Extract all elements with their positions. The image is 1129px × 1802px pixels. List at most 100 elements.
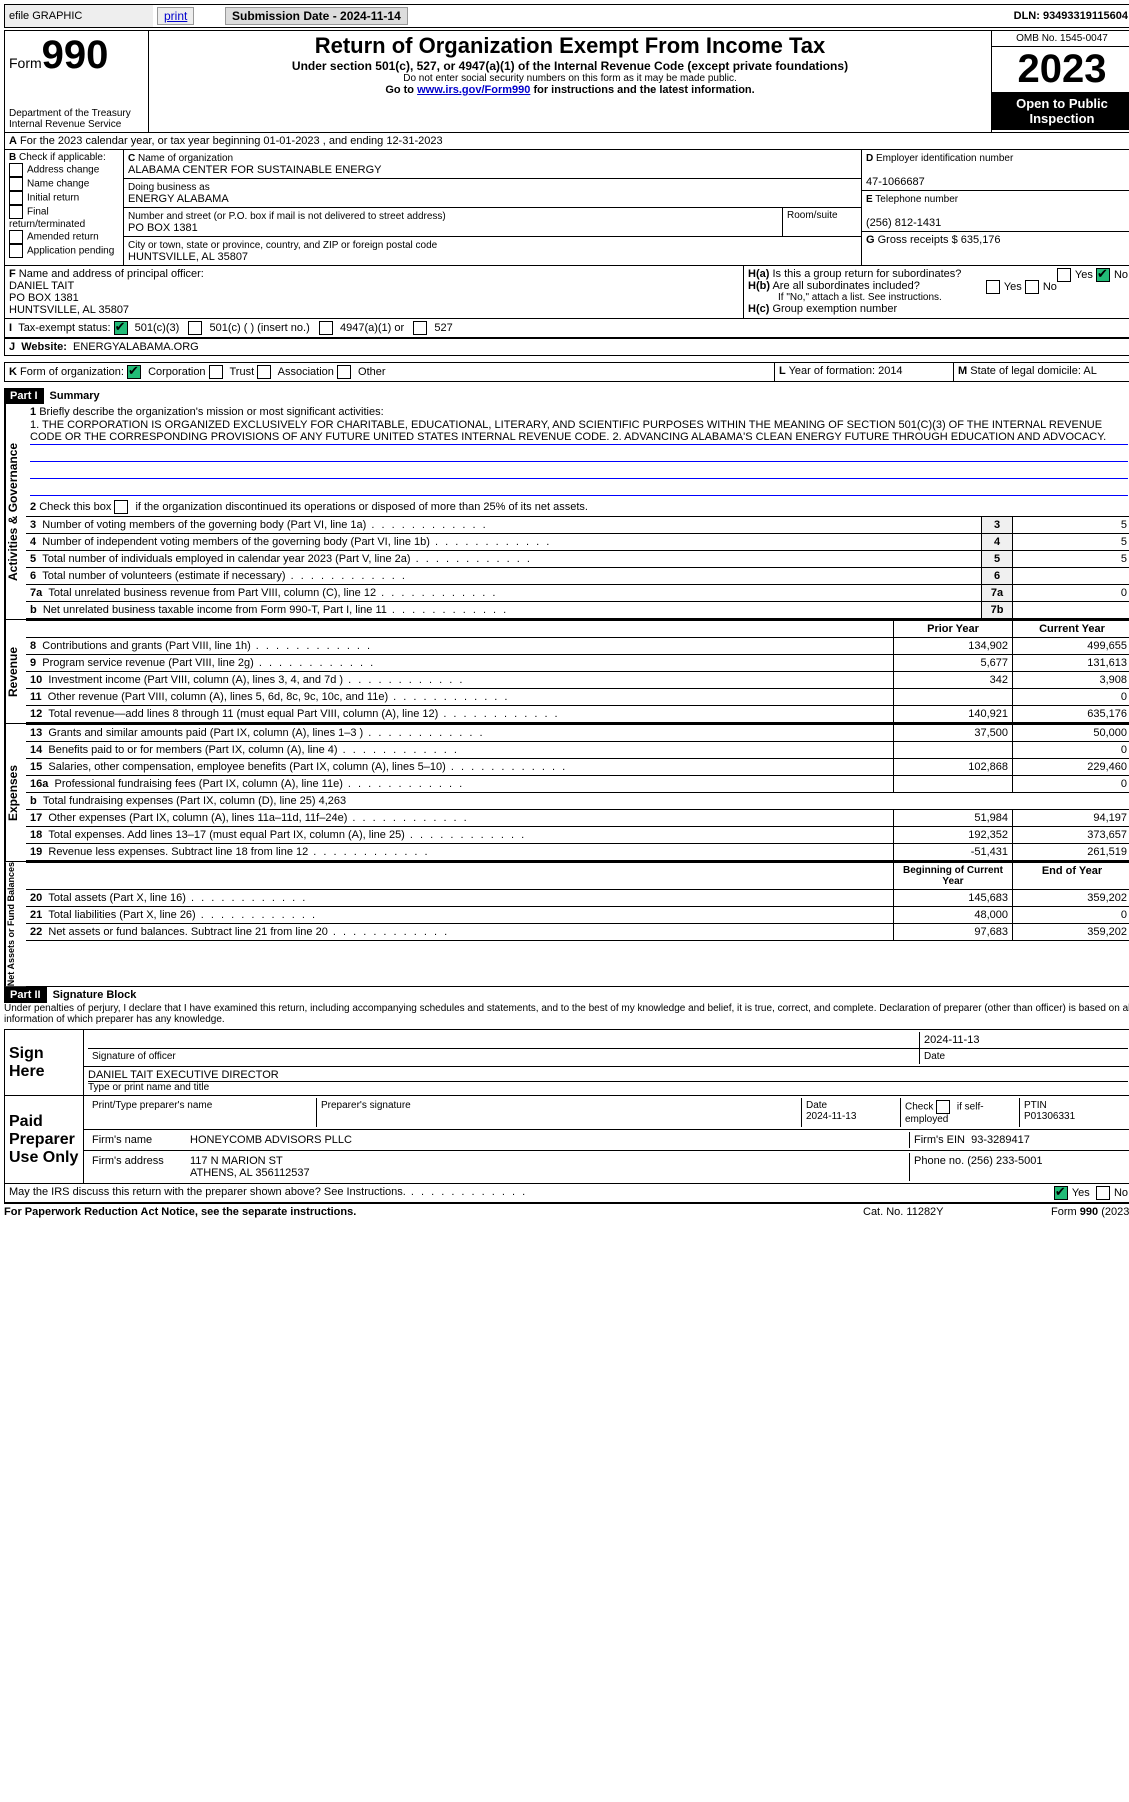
ha-no[interactable] [1096,268,1110,282]
hb-yes[interactable] [986,280,1000,294]
page-footer: For Paperwork Reduction Act Notice, see … [4,1203,1129,1218]
chk-527[interactable] [413,321,427,335]
open-public: Open to Public Inspection [992,92,1129,130]
discuss-text: May the IRS discuss this return with the… [9,1186,406,1198]
gross-value: 635,176 [961,234,1001,246]
chk-discontinued[interactable] [114,500,128,514]
gross-label: Gross receipts $ [878,234,958,246]
form-number: 990 [42,33,109,77]
firm-name-label: Firm's name [88,1132,186,1148]
chk-address-change[interactable] [9,163,23,177]
omb-number: OMB No. 1545-0047 [992,31,1129,47]
goto-suffix: for instructions and the latest informat… [530,84,754,96]
discuss-yes[interactable] [1054,1186,1068,1200]
side-expenses: Expenses [5,724,26,861]
chk-other[interactable] [337,365,351,379]
period-text: For the 2023 calendar year, or tax year … [20,135,443,147]
room-label: Room/suite [782,208,861,236]
org-name: ALABAMA CENTER FOR SUSTAINABLE ENERGY [128,164,381,176]
chk-501c3[interactable] [114,321,128,335]
sig-date-label: Date [919,1049,1128,1064]
sig-officer-label: Signature of officer [88,1049,919,1064]
l2-text: Check this box if the organization disco… [39,501,588,513]
discuss-no[interactable] [1096,1186,1110,1200]
goto-link[interactable]: www.irs.gov/Form990 [417,84,530,96]
chk-corp[interactable] [127,365,141,379]
chk-4947[interactable] [319,321,333,335]
chk-trust[interactable] [209,365,223,379]
top-bar: efile GRAPHIC print Submission Date - 20… [4,4,1129,28]
sig-type-label: Type or print name and title [88,1081,1128,1093]
form-subtitle: Under section 501(c), 527, or 4947(a)(1)… [153,59,987,73]
l1-label: Briefly describe the organization's miss… [39,406,383,418]
city-label: City or town, state or province, country… [128,240,437,251]
cat-no: Cat. No. 11282Y [863,1206,1013,1218]
hb-no[interactable] [1025,280,1039,294]
tax-year: 2023 [992,47,1129,92]
netassets-table: Beginning of Current YearEnd of Year 20 … [26,862,1129,941]
status-block: I Tax-exempt status: 501(c)(3) 501(c) ( … [4,319,1129,339]
firm-name: HONEYCOMB ADVISORS PLLC [186,1132,910,1148]
form-org-label: Form of organization: [20,366,124,378]
chk-amended-return[interactable] [9,230,23,244]
signature-table: Sign Here 2024-11-13 Signature of office… [4,1029,1129,1184]
part2-bar: Part II [4,987,47,1003]
revenue-table: Prior YearCurrent Year 8 Contributions a… [26,620,1129,723]
firm-phone: (256) 233-5001 [967,1155,1042,1167]
hb-note: If "No," attach a list. See instructions… [748,292,1128,303]
dept-treasury: Department of the Treasury [9,108,144,119]
phone-label: Telephone number [875,194,958,205]
part1-title: Summary [44,388,106,404]
prep-sig-label: Preparer's signature [317,1098,802,1127]
boxb-label: Check if applicable: [19,152,106,163]
hc-label: Group exemption number [772,303,897,315]
officer-block: F Name and address of principal officer:… [4,266,1129,319]
sig-name: DANIEL TAIT EXECUTIVE DIRECTOR [88,1069,1128,1081]
firm-addr2: ATHENS, AL 356112537 [190,1167,310,1179]
line-a: A For the 2023 calendar year, or tax yea… [4,133,1129,150]
governance-table: 3 Number of voting members of the govern… [26,516,1129,619]
firm-addr1: 117 N MARION ST [190,1155,283,1167]
side-revenue: Revenue [5,620,26,723]
pra-notice: For Paperwork Reduction Act Notice, see … [4,1206,863,1218]
officer-name: DANIEL TAIT [9,280,74,292]
hdr-begin: Beginning of Current Year [894,863,1013,890]
chk-name-change[interactable] [9,177,23,191]
officer-label: Name and address of principal officer: [19,268,204,280]
hdr-curr: Current Year [1013,621,1129,638]
website-label: Website: [21,341,67,353]
chk-application-pending[interactable] [9,244,23,258]
officer-addr1: PO BOX 1381 [9,292,79,304]
part1-body: Activities & Governance 1 Briefly descri… [4,404,1129,620]
print-link[interactable]: print [157,7,194,25]
hdr-end: End of Year [1013,863,1129,890]
phone-value: (256) 812-1431 [866,217,941,229]
part1-bar: Part I [4,388,44,404]
chk-501c[interactable] [188,321,202,335]
chk-self-emp[interactable] [936,1100,950,1114]
year-form-value: 2014 [878,365,902,377]
side-netassets: Net Assets or Fund Balances [5,862,26,986]
entity-block: B Check if applicable: Address changeNam… [4,150,1129,266]
firm-ein: 93-3289417 [971,1134,1030,1146]
firm-phone-label: Phone no. [914,1155,964,1167]
domicile-label: State of legal domicile: [970,365,1081,377]
form-header: Form990 Department of the Treasury Inter… [4,30,1129,133]
hdr-prior: Prior Year [894,621,1013,638]
chk-final-return-terminated[interactable] [9,205,23,219]
name-label: Name of organization [138,153,233,164]
ptin-value: P01306331 [1024,1111,1075,1122]
form-word: Form [9,55,42,71]
efile-label: efile GRAPHIC [5,5,153,27]
mission-text: 1. THE CORPORATION IS ORGANIZED EXCLUSIV… [30,418,1128,445]
submission-date: Submission Date - 2024-11-14 [225,7,408,25]
street-label: Number and street (or P.O. box if mail i… [128,211,446,222]
ha-yes[interactable] [1057,268,1071,282]
chk-assoc[interactable] [257,365,271,379]
hb-label: Are all subordinates included? [772,280,919,292]
perjury-decl: Under penalties of perjury, I declare th… [4,1003,1129,1025]
year-form-label: Year of formation: [789,365,875,377]
chk-initial-return[interactable] [9,191,23,205]
side-governance: Activities & Governance [5,404,26,619]
ha-label: Is this a group return for subordinates? [772,268,961,280]
